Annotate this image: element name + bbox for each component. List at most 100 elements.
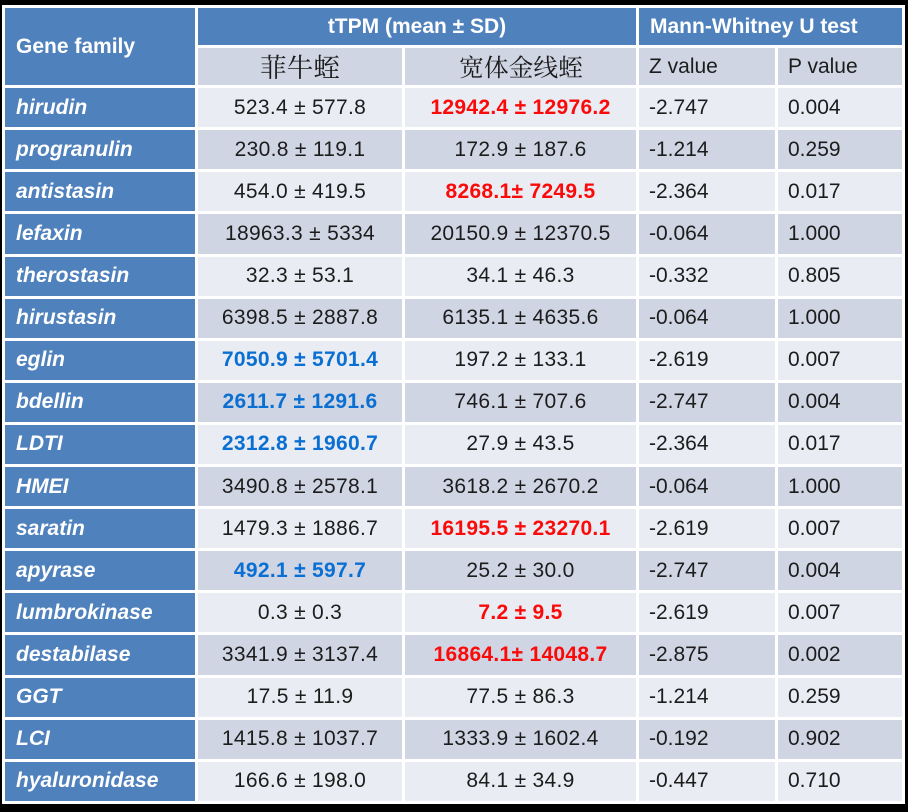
p-value-cell: 1.000 [778, 214, 903, 254]
z-value-cell: -0.332 [639, 256, 775, 296]
z-value-cell: -2.364 [639, 172, 775, 212]
gene-name-cell: HMEI [5, 467, 195, 507]
ttpm-species1-cell: 32.3 ± 53.1 [198, 256, 402, 296]
p-value-cell: 0.004 [778, 382, 903, 422]
z-value-cell: -2.747 [639, 382, 775, 422]
gene-expression-table: Gene family tTPM (mean ± SD) Mann-Whitne… [2, 5, 905, 804]
z-value-cell: -2.747 [639, 88, 775, 128]
table-row: destabilase 3341.9 ± 3137.4 16864.1± 140… [5, 635, 903, 675]
ttpm-species1-cell: 17.5 ± 11.9 [198, 677, 402, 717]
z-value-cell: -0.064 [639, 214, 775, 254]
ttpm-species1-cell: 2611.7 ± 1291.6 [198, 382, 402, 422]
p-value-cell: 1.000 [778, 298, 903, 338]
table-row: apyrase 492.1 ± 597.7 25.2 ± 30.0 -2.747… [5, 551, 903, 591]
table-row: lefaxin 18963.3 ± 5334 20150.9 ± 12370.5… [5, 214, 903, 254]
ttpm-species2-cell: 746.1 ± 707.6 [405, 382, 636, 422]
ttpm-species2-cell: 34.1 ± 46.3 [405, 256, 636, 296]
gene-name-cell: progranulin [5, 130, 195, 170]
p-value-cell: 0.007 [778, 593, 903, 633]
table-row: eglin 7050.9 ± 5701.4 197.2 ± 133.1 -2.6… [5, 340, 903, 380]
table-row: hirudin 523.4 ± 577.8 12942.4 ± 12976.2 … [5, 88, 903, 128]
gene-name-cell: destabilase [5, 635, 195, 675]
gene-name-cell: LDTI [5, 424, 195, 465]
species1-label-glyphs [261, 54, 340, 79]
z-value-cell: -1.214 [639, 677, 775, 717]
ttpm-species1-cell: 7050.9 ± 5701.4 [198, 340, 402, 380]
ttpm-species1-cell: 18963.3 ± 5334 [198, 214, 402, 254]
p-value-cell: 0.007 [778, 340, 903, 380]
gene-name-cell: hirudin [5, 88, 195, 128]
header-row-1: Gene family tTPM (mean ± SD) Mann-Whitne… [5, 8, 903, 86]
ttpm-species1-cell: 230.8 ± 119.1 [198, 130, 402, 170]
table-row: antistasin 454.0 ± 419.5 8268.1± 7249.5 … [5, 172, 903, 212]
header-gene-family: Gene family [5, 8, 195, 86]
z-value-cell: -0.192 [639, 719, 775, 759]
gene-name-cell: eglin [5, 340, 195, 380]
table-row: hirustasin 6398.5 ± 2887.8 6135.1 ± 4635… [5, 298, 903, 338]
p-value-cell: 0.710 [778, 761, 903, 801]
gene-name-cell: therostasin [5, 256, 195, 296]
ttpm-species2-cell: 84.1 ± 34.9 [405, 761, 636, 801]
ttpm-species2-cell: 197.2 ± 133.1 [405, 340, 636, 380]
gene-name-cell: bdellin [5, 382, 195, 422]
p-value-cell: 0.007 [778, 509, 903, 549]
ttpm-species1-cell: 1415.8 ± 1037.7 [198, 719, 402, 759]
ttpm-species2-cell: 16195.5 ± 23270.1 [405, 509, 636, 549]
p-value-cell: 0.004 [778, 88, 903, 128]
z-value-cell: -2.619 [639, 509, 775, 549]
subheader-species1 [198, 48, 402, 86]
z-value-cell: -2.747 [639, 551, 775, 591]
ttpm-species2-cell: 1333.9 ± 1602.4 [405, 719, 636, 759]
gene-name-cell: lumbrokinase [5, 593, 195, 633]
subheader-p-value: P value [778, 48, 903, 86]
table-row: hyaluronidase 166.6 ± 198.0 84.1 ± 34.9 … [5, 761, 903, 801]
p-value-cell: 0.259 [778, 130, 903, 170]
ttpm-species1-cell: 1479.3 ± 1886.7 [198, 509, 402, 549]
subheader-species2 [405, 48, 636, 86]
ttpm-species2-cell: 16864.1± 14048.7 [405, 635, 636, 675]
gene-name-cell: saratin [5, 509, 195, 549]
p-value-cell: 0.017 [778, 424, 903, 465]
ttpm-species2-cell: 172.9 ± 187.6 [405, 130, 636, 170]
ttpm-species1-cell: 6398.5 ± 2887.8 [198, 298, 402, 338]
ttpm-species1-cell: 0.3 ± 0.3 [198, 593, 402, 633]
z-value-cell: -1.214 [639, 130, 775, 170]
gene-name-cell: lefaxin [5, 214, 195, 254]
z-value-cell: -2.364 [639, 424, 775, 465]
header-mann-whitney: Mann-Whitney U test [639, 8, 903, 46]
z-value-cell: -0.064 [639, 467, 775, 507]
ttpm-species1-cell: 2312.8 ± 1960.7 [198, 424, 402, 465]
p-value-cell: 0.002 [778, 635, 903, 675]
species2-label-glyphs [459, 55, 582, 79]
gene-expression-table-frame: Gene family tTPM (mean ± SD) Mann-Whitne… [2, 5, 905, 804]
z-value-cell: -2.875 [639, 635, 775, 675]
ttpm-species2-cell: 6135.1 ± 4635.6 [405, 298, 636, 338]
table-row: saratin 1479.3 ± 1886.7 16195.5 ± 23270.… [5, 509, 903, 549]
table-row: LDTI 2312.8 ± 1960.7 27.9 ± 43.5 -2.364 … [5, 424, 903, 465]
header-row-2: Z value P value [5, 48, 903, 86]
gene-name-cell: antistasin [5, 172, 195, 212]
p-value-cell: 1.000 [778, 467, 903, 507]
z-value-cell: -2.619 [639, 593, 775, 633]
table-row: HMEI 3490.8 ± 2578.1 3618.2 ± 2670.2 -0.… [5, 467, 903, 507]
p-value-cell: 0.902 [778, 719, 903, 759]
p-value-cell: 0.259 [778, 677, 903, 717]
ttpm-species1-cell: 3490.8 ± 2578.1 [198, 467, 402, 507]
ttpm-species2-cell: 20150.9 ± 12370.5 [405, 214, 636, 254]
z-value-cell: -2.619 [639, 340, 775, 380]
z-value-cell: -0.064 [639, 298, 775, 338]
header-ttpm: tTPM (mean ± SD) [198, 8, 636, 46]
p-value-cell: 0.017 [778, 172, 903, 212]
z-value-cell: -0.447 [639, 761, 775, 801]
table-row: LCI 1415.8 ± 1037.7 1333.9 ± 1602.4 -0.1… [5, 719, 903, 759]
table-row: bdellin 2611.7 ± 1291.6 746.1 ± 707.6 -2… [5, 382, 903, 422]
ttpm-species1-cell: 492.1 ± 597.7 [198, 551, 402, 591]
gene-name-cell: hyaluronidase [5, 761, 195, 801]
table-row: progranulin 230.8 ± 119.1 172.9 ± 187.6 … [5, 130, 903, 170]
ttpm-species1-cell: 3341.9 ± 3137.4 [198, 635, 402, 675]
ttpm-species1-cell: 166.6 ± 198.0 [198, 761, 402, 801]
gene-name-cell: apyrase [5, 551, 195, 591]
table-row: GGT 17.5 ± 11.9 77.5 ± 86.3 -1.214 0.259 [5, 677, 903, 717]
ttpm-species2-cell: 77.5 ± 86.3 [405, 677, 636, 717]
